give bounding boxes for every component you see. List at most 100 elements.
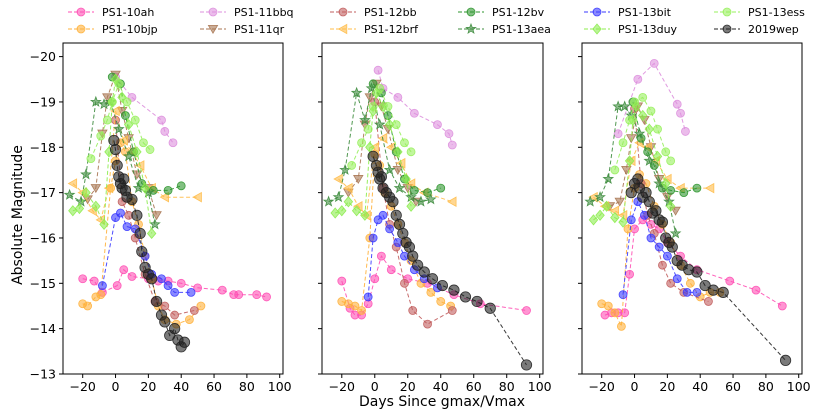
series-line <box>115 76 174 144</box>
data-point <box>120 111 130 120</box>
data-point <box>646 106 656 116</box>
data-point <box>262 292 271 302</box>
data-point <box>610 165 620 175</box>
data-point <box>666 185 676 195</box>
legend-label: PS1-13aea <box>492 23 551 36</box>
data-point <box>707 284 719 296</box>
data-point <box>691 266 703 278</box>
series-ps1-13bit <box>98 208 196 297</box>
data-point <box>426 287 436 297</box>
data-point <box>385 224 395 234</box>
data-point <box>376 251 386 261</box>
data-point <box>447 196 457 207</box>
data-point <box>448 284 460 296</box>
data-point <box>63 188 76 200</box>
data-point <box>112 123 125 135</box>
data-point <box>176 278 186 288</box>
legend-label: PS1-10bjp <box>102 23 158 36</box>
x-tick-label: 40 <box>692 379 708 394</box>
legend-item-ps1-12bv: PS1-12bv <box>458 6 545 19</box>
data-point <box>626 215 636 225</box>
series-ps1-12bb <box>111 115 199 320</box>
data-point <box>669 227 682 239</box>
data-point <box>163 281 173 290</box>
data-point <box>386 265 396 275</box>
legend-item-ps1-13ess: PS1-13ess <box>714 6 805 19</box>
data-point <box>360 209 370 221</box>
data-point <box>393 93 403 102</box>
data-point <box>217 285 227 295</box>
data-point <box>103 182 114 194</box>
data-point <box>682 287 692 297</box>
data-point <box>423 188 432 198</box>
data-point <box>520 359 533 371</box>
data-point <box>725 276 735 286</box>
legend-item-ps1-10bjp: PS1-10bjp <box>68 23 158 36</box>
data-point <box>150 295 163 308</box>
data-point <box>359 113 371 126</box>
data-point <box>408 306 418 315</box>
data-point <box>127 272 137 281</box>
series-ps1-10ah <box>78 265 271 302</box>
data-point <box>522 306 531 315</box>
legend-item-ps1-11qr: PS1-11qr <box>200 23 285 36</box>
data-point <box>163 185 173 195</box>
x-tick-label: 0 <box>371 379 379 394</box>
legend-marker <box>76 7 86 17</box>
legend-label: PS1-12bb <box>364 6 417 19</box>
data-point <box>90 184 102 194</box>
data-point <box>149 218 161 230</box>
data-point <box>178 336 191 348</box>
series-ps1-13ess <box>86 79 155 164</box>
data-point <box>436 183 446 193</box>
legend-item-ps1-13bit: PS1-13bit <box>584 6 672 19</box>
data-point <box>623 224 633 234</box>
x-tick-label: 20 <box>140 379 156 394</box>
data-point <box>146 273 158 285</box>
series-ps1-13ess <box>347 83 416 170</box>
data-point <box>681 127 690 136</box>
data-point <box>602 172 615 184</box>
data-point <box>656 216 669 228</box>
data-point <box>617 321 626 331</box>
data-point <box>122 150 135 162</box>
data-point <box>74 202 85 215</box>
x-tick-label: 80 <box>239 379 255 394</box>
data-point <box>160 301 170 311</box>
series-ps1-11bbq <box>613 59 690 139</box>
data-point <box>140 182 150 194</box>
data-point <box>170 287 180 297</box>
data-point <box>406 147 416 157</box>
data-point <box>108 134 120 147</box>
y-tick-label: −14 <box>30 321 56 336</box>
axes-frame <box>581 42 803 375</box>
data-point <box>168 138 178 148</box>
data-point <box>601 200 612 212</box>
data-point <box>666 241 678 253</box>
data-point <box>373 65 383 75</box>
x-tick-label: 60 <box>725 379 741 394</box>
data-point <box>662 251 672 261</box>
x-tick-label: 40 <box>173 379 189 394</box>
data-point <box>670 206 681 216</box>
data-point <box>676 108 685 118</box>
data-point <box>343 196 354 208</box>
data-point <box>418 266 430 278</box>
x-tick-label: 20 <box>659 379 675 394</box>
legend-item-ps1-13duy: PS1-13duy <box>584 23 678 36</box>
legend-item-ps1-12brf: PS1-12brf <box>330 23 419 36</box>
data-point <box>350 86 363 98</box>
data-point <box>351 205 362 217</box>
data-point <box>98 281 107 290</box>
data-point <box>692 287 702 297</box>
data-point <box>471 295 483 308</box>
y-tick-label: −18 <box>30 140 56 155</box>
data-point <box>625 115 635 125</box>
series-line <box>367 214 438 297</box>
data-point <box>400 138 409 148</box>
data-point <box>614 197 626 207</box>
data-point <box>646 233 656 243</box>
data-point <box>146 227 157 240</box>
data-point <box>89 276 99 286</box>
legend-marker <box>76 24 86 34</box>
